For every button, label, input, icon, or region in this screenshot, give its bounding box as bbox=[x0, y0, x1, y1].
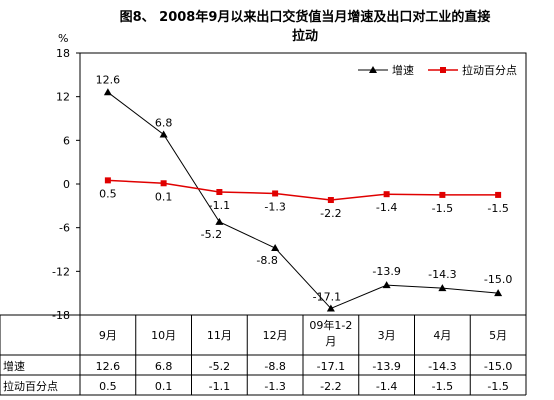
series-line-contribution bbox=[107, 179, 499, 201]
data-label-growth: -17.1 bbox=[313, 290, 341, 303]
data-label-growth: -13.9 bbox=[372, 265, 400, 278]
table-cell: -14.3 bbox=[428, 360, 456, 373]
table-cell: 0.5 bbox=[99, 380, 117, 393]
table-cell: -5.2 bbox=[209, 360, 230, 373]
data-point-growth bbox=[159, 130, 168, 138]
x-category-label: 月 bbox=[325, 335, 336, 348]
x-category-label: 11月 bbox=[207, 329, 232, 342]
table-cell: -8.8 bbox=[264, 360, 285, 373]
y-tick-label: 6 bbox=[63, 134, 70, 147]
y-tick-label: 0 bbox=[63, 178, 70, 191]
data-label-contribution: 0.5 bbox=[99, 187, 117, 200]
chart-title: 图8、 2008年9月以来出口交货值当月增速及出口对工业的直接 拉动 bbox=[70, 8, 540, 46]
table-cell: -2.2 bbox=[320, 380, 341, 393]
data-point-contribution bbox=[272, 190, 279, 197]
data-label-contribution: -1.4 bbox=[376, 201, 397, 214]
data-label-growth: 6.8 bbox=[155, 117, 173, 130]
data-point-growth bbox=[103, 88, 112, 96]
series-line-growth bbox=[107, 91, 499, 310]
data-point-contribution bbox=[160, 180, 167, 187]
legend-triangle-line-icon bbox=[358, 66, 388, 73]
data-point-growth bbox=[438, 284, 447, 292]
data-point-contribution bbox=[327, 197, 334, 204]
table-cell: -1.4 bbox=[376, 380, 397, 393]
legend-item-contribution: 拉动百分点 bbox=[428, 62, 517, 78]
table-cell: 6.8 bbox=[155, 360, 173, 373]
chart-title-line1: 图8、 2008年9月以来出口交货值当月增速及出口对工业的直接 bbox=[119, 10, 491, 25]
x-category-label: 9月 bbox=[99, 329, 117, 342]
data-point-growth bbox=[215, 217, 224, 225]
data-point-growth bbox=[382, 281, 391, 289]
legend-label-growth: 增速 bbox=[392, 64, 414, 77]
table-cell: -13.9 bbox=[372, 360, 400, 373]
x-category-label: 4月 bbox=[433, 329, 451, 342]
data-label-growth: 12.6 bbox=[96, 73, 121, 86]
table-cell: -17.1 bbox=[317, 360, 345, 373]
plot-area-border bbox=[79, 52, 527, 316]
y-tick-label: -6 bbox=[59, 222, 70, 235]
data-point-growth bbox=[271, 244, 280, 252]
legend-square-line-icon bbox=[428, 67, 458, 73]
data-point-contribution bbox=[495, 191, 502, 198]
legend: 增速 拉动百分点 bbox=[358, 62, 531, 78]
y-tick-label: -12 bbox=[52, 265, 70, 278]
x-category-label: 5月 bbox=[489, 329, 507, 342]
data-label-growth: -8.8 bbox=[256, 254, 277, 267]
table-cell: 12.6 bbox=[96, 360, 121, 373]
chart-title-line2: 拉动 bbox=[291, 29, 318, 44]
data-label-growth: -15.0 bbox=[484, 273, 512, 286]
x-category-label: 09年1-2 bbox=[309, 318, 352, 332]
x-category-label: 10月 bbox=[151, 329, 176, 342]
table-cell: -1.5 bbox=[487, 380, 508, 393]
table-cell: 0.1 bbox=[155, 380, 173, 393]
x-category-label: 3月 bbox=[378, 329, 396, 342]
data-label-contribution: -1.5 bbox=[487, 202, 508, 215]
data-point-contribution bbox=[104, 177, 111, 184]
y-tick-label: 18 bbox=[56, 47, 70, 60]
table-cell: -1.5 bbox=[432, 380, 453, 393]
legend-label-contribution: 拉动百分点 bbox=[462, 64, 517, 77]
table-cell: -1.1 bbox=[209, 380, 230, 393]
data-label-contribution: 0.1 bbox=[155, 190, 173, 203]
data-label-contribution: -1.3 bbox=[264, 200, 285, 213]
table-row-header: 拉动百分点 bbox=[3, 379, 58, 393]
data-label-contribution: -1.5 bbox=[432, 202, 453, 215]
x-category-label: 12月 bbox=[263, 329, 288, 342]
data-point-contribution bbox=[216, 189, 223, 196]
data-label-contribution: -2.2 bbox=[320, 207, 341, 220]
y-axis-unit: % bbox=[58, 32, 69, 45]
table-row-header: 增速 bbox=[3, 359, 25, 373]
data-label-contribution: -1.1 bbox=[209, 199, 230, 212]
data-label-growth: -14.3 bbox=[428, 268, 456, 281]
data-point-contribution bbox=[439, 191, 446, 198]
table-cell: -1.3 bbox=[264, 380, 285, 393]
legend-item-growth: 增速 bbox=[358, 62, 414, 78]
data-label-growth: -5.2 bbox=[201, 228, 222, 241]
table-cell: -15.0 bbox=[484, 360, 512, 373]
data-point-growth bbox=[494, 289, 503, 297]
data-point-contribution bbox=[383, 191, 390, 198]
data-point-growth bbox=[326, 304, 335, 312]
y-tick-label: 12 bbox=[56, 91, 70, 104]
